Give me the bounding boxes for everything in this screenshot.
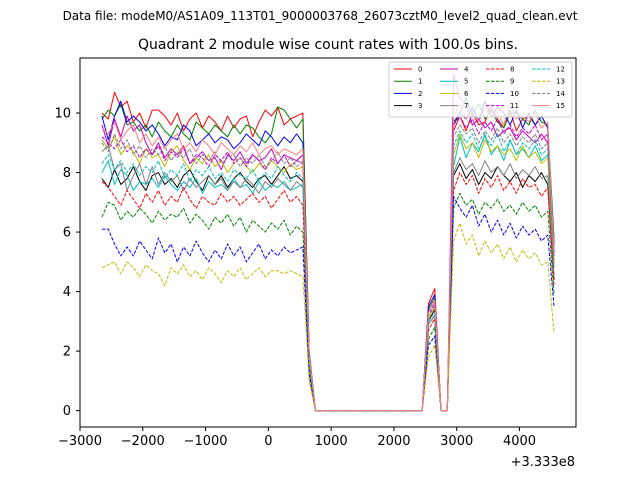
y-tick-label: 8	[63, 166, 71, 181]
x-axis-ticks: −3000 −2000 −1000 0 1000 2000 3000 4000	[58, 427, 536, 449]
series-lines	[101, 73, 555, 412]
x-offset-label: +3.333e8	[511, 455, 575, 470]
chart-title: Quadrant 2 module wise count rates with …	[138, 37, 518, 53]
legend-label-2: 2	[418, 90, 422, 98]
legend-label-3: 3	[418, 102, 422, 110]
y-tick-label: 6	[63, 226, 71, 241]
series-line-9	[101, 192, 555, 412]
x-tick-label: 0	[264, 434, 272, 449]
x-tick-label: 2000	[377, 434, 410, 449]
legend-label-6: 6	[464, 90, 469, 98]
legend-label-8: 8	[510, 66, 514, 74]
y-axis-ticks: 0 2 4 6 8 10	[54, 107, 80, 419]
series-line-15	[101, 100, 555, 412]
y-tick-label: 10	[54, 107, 71, 122]
axes-frame	[79, 57, 577, 428]
legend-label-5: 5	[464, 78, 468, 86]
legend-label-1: 1	[418, 78, 422, 86]
legend-label-4: 4	[464, 66, 469, 74]
legend-label-7: 7	[464, 102, 468, 110]
legend-label-0: 0	[418, 66, 422, 74]
legend-label-12: 12	[556, 66, 565, 74]
legend-label-15: 15	[556, 102, 565, 110]
legend-box	[388, 61, 573, 118]
y-tick-label: 0	[63, 404, 71, 419]
x-tick-label: 3000	[440, 434, 473, 449]
y-tick-label: 4	[63, 285, 71, 300]
x-tick-label: −2000	[121, 434, 165, 449]
x-tick-label: 1000	[315, 434, 348, 449]
figure-suptitle: Data file: modeM0/AS1A09_113T01_90000037…	[63, 9, 578, 23]
x-tick-label: 4000	[503, 434, 536, 449]
legend-label-11: 11	[510, 102, 519, 110]
legend-label-14: 14	[556, 90, 565, 98]
x-tick-label: −1000	[184, 434, 228, 449]
legend-label-9: 9	[510, 78, 514, 86]
legend-label-13: 13	[556, 78, 565, 86]
legend-label-10: 10	[510, 90, 519, 98]
x-tick-label: −3000	[58, 434, 102, 449]
y-tick-label: 2	[63, 345, 71, 360]
